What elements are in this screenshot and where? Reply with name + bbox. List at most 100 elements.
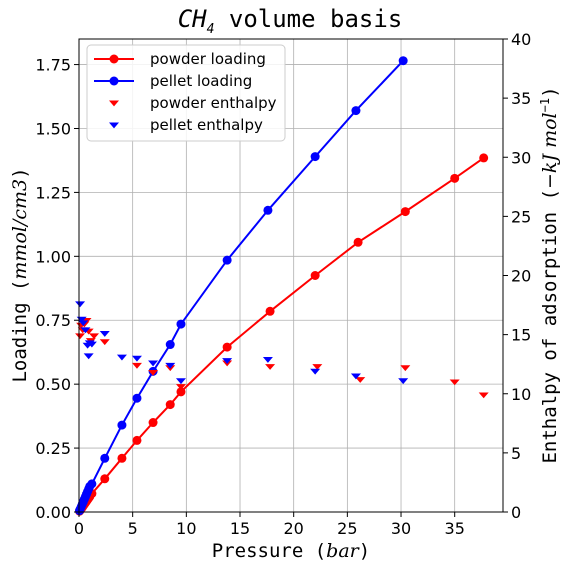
legend-powder-loading-label: powder loading [150, 50, 266, 68]
legend-pellet-loading-label: pellet loading [150, 72, 252, 90]
powder-enthalpy-marker [75, 333, 86, 340]
x-axis-title: Pressure (bar) [212, 540, 370, 562]
legend-powder-enthalpy-label: powder enthalpy [150, 94, 277, 112]
pellet-enthalpy-marker [78, 320, 89, 327]
powder-loading-point [132, 435, 142, 445]
powder-enthalpy-marker [449, 379, 460, 386]
y-tick-label: 1.75 [35, 56, 71, 75]
y2-axis-title: Enthalpy of adsorption (−kJ mol−1) [538, 86, 561, 463]
y-axis-title: Loading (mmol/cm3) [9, 167, 31, 382]
pellet-enthalpy-marker [262, 356, 273, 363]
x-tick-label: 0 [74, 519, 84, 538]
powder-loading-point [265, 306, 275, 316]
pellet-loading-point [132, 393, 142, 403]
powder-loading-point [400, 207, 410, 217]
pellet-loading-point [165, 340, 175, 350]
powder-loading-point [176, 387, 186, 397]
legend-pellet-enthalpy-label: pellet enthalpy [150, 116, 263, 134]
pellet-loading-point [263, 205, 273, 215]
legend: powder loading pellet loading powder entha… [86, 44, 286, 142]
y2-tick-label: 10 [511, 385, 531, 404]
y-tick-label: 0.50 [35, 375, 71, 394]
x-tick-label: 25 [337, 519, 357, 538]
powder-loading-point [222, 342, 232, 352]
legend-pellet-enthalpy-marker [109, 122, 119, 129]
powder-loading-point [479, 153, 489, 163]
legend-box [86, 44, 286, 142]
plot-area [75, 56, 489, 516]
powder-enthalpy-marker [148, 369, 159, 376]
legend-powder-enthalpy-marker [109, 100, 119, 107]
legend-powder-loading-marker [109, 54, 119, 64]
y2-tick-label: 15 [511, 326, 531, 345]
x-tick-label: 20 [284, 519, 304, 538]
pellet-enthalpy-marker [83, 353, 94, 360]
pellet-enthalpy-marker [310, 368, 321, 375]
pellet-loading-point [117, 420, 127, 430]
pellet-enthalpy-marker [398, 378, 409, 385]
y-tick-label: 1.50 [35, 119, 71, 138]
chart-title-rest: volume basis [214, 5, 402, 33]
x-tick-label: 15 [230, 519, 250, 538]
pellet-loading-point [222, 255, 232, 265]
pellet-loading-point [351, 106, 361, 116]
powder-enthalpy-marker [175, 384, 186, 391]
pellet-enthalpy-marker [350, 373, 361, 380]
pellet-enthalpy-marker [165, 362, 176, 369]
powder-loading-point [100, 474, 110, 484]
powder-enthalpy-marker [355, 377, 366, 383]
y-tick-label: 0.75 [35, 311, 71, 330]
y-tick-label: 0.00 [35, 503, 71, 522]
pellet-enthalpy-marker [75, 301, 86, 308]
pellet-enthalpy-marker [86, 341, 97, 348]
y-axis-title-post: ) [9, 167, 31, 178]
pellet-enthalpy-marker [148, 360, 159, 367]
powder-loading-point [353, 237, 363, 247]
y2-tick-label: 30 [511, 148, 531, 167]
pellet-enthalpy-marker [99, 330, 110, 337]
legend-items: powder loading pellet loading powder entha… [94, 50, 277, 134]
pellet-loading-point [398, 56, 408, 66]
y2-tick-label: 40 [511, 30, 531, 49]
axes: 0 5 10 15 20 25 30 35 0.00 0.25 0.50 0.75 1.00 1.25 1.… [35, 30, 531, 538]
y2-axis-title-sup: −1 [538, 98, 552, 112]
pellet-enthalpy-marker [175, 378, 186, 385]
y-axis-title-var: mmol/cm3 [9, 179, 31, 280]
chart-title-subscript: 4 [207, 22, 215, 37]
pellet-enthalpy-marker [131, 355, 142, 362]
powder-loading-point [165, 400, 175, 410]
powder-loading-point [310, 271, 320, 280]
legend-pellet-loading-marker [109, 76, 119, 86]
y-axis-title-pre: Loading ( [9, 280, 31, 383]
y2-tick-label: 20 [511, 267, 531, 286]
y2-tick-label: 35 [511, 89, 531, 108]
x-axis-title-pre: Pressure ( [212, 540, 326, 562]
powder-loading-point [148, 418, 158, 428]
pellet-enthalpy-marker [222, 358, 233, 365]
x-tick-label: 35 [445, 519, 465, 538]
powder-loading-point [450, 173, 460, 183]
powder-enthalpy-marker [400, 365, 411, 372]
y2-tick-label: 0 [511, 503, 521, 522]
y2-axis-title-post: ) [539, 86, 561, 97]
powder-enthalpy-marker [99, 339, 110, 346]
powder-enthalpy-marker [131, 362, 142, 369]
powder-enthalpy-marker [478, 392, 489, 399]
powder-enthalpy-marker [89, 333, 100, 340]
y2-tick-label: 25 [511, 207, 531, 226]
y-tick-label: 1.25 [35, 183, 71, 202]
pellet-enthalpy-marker [116, 354, 127, 361]
x-axis-title-var: bar [326, 540, 360, 562]
powder-enthalpy-marker [312, 364, 323, 370]
y2-axis-title-var: −kJ mol [539, 112, 561, 189]
x-tick-label: 30 [391, 519, 411, 538]
powder-loading-point [117, 453, 127, 463]
powder-enthalpy-marker [265, 364, 276, 370]
pellet-enthalpy-marker [80, 327, 91, 334]
y-tick-label: 0.25 [35, 439, 71, 458]
x-tick-label: 10 [176, 519, 196, 538]
x-tick-label: 5 [128, 519, 138, 538]
pellet-loading-point [100, 453, 110, 463]
chart-title: CH4 volume basis [178, 5, 403, 37]
